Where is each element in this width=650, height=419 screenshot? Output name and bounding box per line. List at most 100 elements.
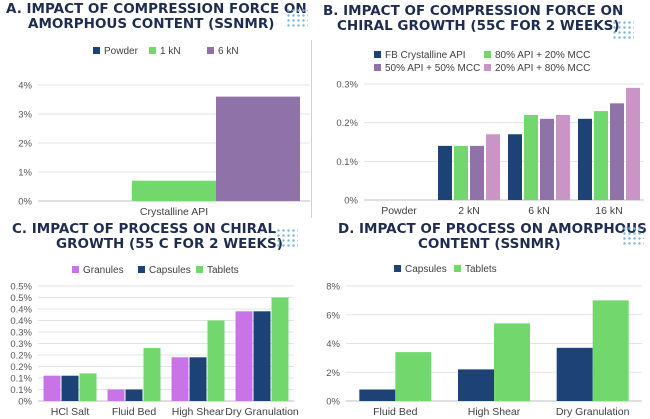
y-tick-label: 0.1% xyxy=(336,157,358,168)
bar xyxy=(556,114,570,200)
chart-c: 0%0.1%0.1%0.2%0.2%0.3%0.3%0.4%0.4%0.5%0.… xyxy=(10,265,299,418)
category-label: 16 kN xyxy=(595,205,622,217)
y-tick-label: 0.4% xyxy=(10,305,32,316)
category-label: Dry Granulation xyxy=(556,406,630,418)
y-tick-label: 3% xyxy=(18,110,32,121)
legend-swatch xyxy=(72,266,79,273)
legend-swatch xyxy=(196,266,203,273)
bar xyxy=(253,311,271,401)
category-label: Crystalline API xyxy=(140,206,208,218)
bar xyxy=(578,118,592,200)
panel-a-title-line1: A. IMPACT OF COMPRESSION FORCE ON xyxy=(6,1,307,17)
y-tick-label: 0.3% xyxy=(10,339,32,350)
category-label: High Shear xyxy=(468,406,521,418)
y-tick-label: 2% xyxy=(326,368,340,379)
bar xyxy=(540,118,554,200)
y-tick-label: 2% xyxy=(18,139,32,150)
bar xyxy=(508,134,522,200)
category-label: High Shear xyxy=(172,406,225,418)
bar xyxy=(494,323,530,401)
y-tick-label: 0.5% xyxy=(10,282,32,293)
bar xyxy=(43,375,61,401)
legend-swatch xyxy=(374,64,381,71)
y-tick-label: 0.3% xyxy=(336,80,358,91)
bar xyxy=(132,180,216,201)
legend-swatch xyxy=(484,51,491,58)
panel-b-title-line2: CHIRAL GROWTH (55C FOR 2 WEEKS) xyxy=(337,18,620,35)
y-tick-label: 0.3% xyxy=(10,328,32,339)
panel-a-title-line2: AMORPHOUS CONTENT (SSNMR) xyxy=(28,16,275,33)
panel-b-title-line1: B. IMPACT OF COMPRESSION FORCE ON xyxy=(323,3,624,19)
decorative-dots-icon xyxy=(622,226,644,246)
legend-swatch xyxy=(484,64,491,71)
panel-c-title-line1: C. IMPACT OF PROCESS ON CHIRAL xyxy=(12,221,277,237)
category-label: 6 kN xyxy=(528,205,550,217)
legend-label: Granules xyxy=(83,265,124,276)
panel-d-title: D. IMPACT OF PROCESS ON AMORPHOUS CONTEN… xyxy=(338,221,647,253)
decorative-dots-icon xyxy=(276,228,298,248)
y-tick-label: 0.2% xyxy=(10,351,32,362)
bar xyxy=(359,389,396,401)
legend-label: Powder xyxy=(104,46,139,57)
y-tick-label: 0.1% xyxy=(10,374,32,385)
legend-swatch xyxy=(207,47,214,54)
y-tick-label: 1% xyxy=(18,168,32,179)
category-label: Dry Granulation xyxy=(225,406,299,418)
panel-d-title-line2: CONTENT (SSNMR) xyxy=(418,236,561,253)
legend-label: Capsules xyxy=(405,264,447,275)
legend-label: 50% API + 50% MCC xyxy=(385,63,480,74)
legend-swatch xyxy=(138,266,145,273)
category-label: HCl Salt xyxy=(51,406,90,418)
bar xyxy=(626,87,640,200)
y-tick-label: 0.4% xyxy=(10,316,32,327)
bar xyxy=(171,357,189,401)
bar xyxy=(79,373,97,401)
panel-c-title: C. IMPACT OF PROCESS ON CHIRAL GROWTH (5… xyxy=(12,221,283,252)
bar xyxy=(395,352,432,401)
y-tick-label: 4% xyxy=(18,81,32,92)
y-tick-label: 0% xyxy=(326,397,340,408)
legend-label: FB Crystalline API xyxy=(385,50,466,61)
y-tick-label: 4% xyxy=(326,339,340,350)
bar xyxy=(438,145,452,200)
bar xyxy=(556,347,593,401)
legend-label: 20% API + 80% MCC xyxy=(495,63,590,74)
legend-swatch xyxy=(93,47,100,54)
legend-swatch xyxy=(394,265,401,272)
panel-b-title: B. IMPACT OF COMPRESSION FORCE ON CHIRAL… xyxy=(323,3,624,35)
bar xyxy=(107,389,125,401)
legend-swatch xyxy=(149,47,156,54)
legend-swatch xyxy=(374,51,381,58)
bar xyxy=(458,369,494,401)
decorative-dots-icon xyxy=(286,8,308,28)
bar xyxy=(592,300,629,401)
category-label: 2 kN xyxy=(458,205,480,217)
y-tick-label: 0.1% xyxy=(10,385,32,396)
legend-swatch xyxy=(454,265,461,272)
legend-label: Capsules xyxy=(149,265,191,276)
y-tick-label: 0.2% xyxy=(336,118,358,129)
bar xyxy=(125,389,143,401)
bar xyxy=(524,114,538,200)
y-tick-label: 6% xyxy=(326,310,340,321)
bar xyxy=(61,375,79,401)
legend-label: 6 kN xyxy=(218,46,239,57)
category-label: Fluid Bed xyxy=(373,406,418,418)
legend-label: Tablets xyxy=(465,264,497,275)
bar xyxy=(189,357,207,401)
y-tick-label: 0.5% xyxy=(10,293,32,304)
bar xyxy=(143,348,161,401)
bar xyxy=(486,134,500,200)
bar xyxy=(610,103,624,200)
panel-a-title: A. IMPACT OF COMPRESSION FORCE ON AMORPH… xyxy=(6,1,307,33)
y-tick-label: 0% xyxy=(18,197,32,208)
bar xyxy=(235,311,253,401)
chart-d: 0% 2% 4% 6% 8% Fluid Bed High Shear Dry Granula… xyxy=(326,264,642,418)
bar xyxy=(470,145,484,200)
legend-label: Tablets xyxy=(207,265,239,276)
chart-b: 0% 0.1% 0.2% 0.3% Powder 2 kN 6 kN 16 kN FB Crys… xyxy=(336,50,644,217)
vertical-divider xyxy=(311,40,312,218)
bar xyxy=(216,96,300,201)
y-tick-label: 0.2% xyxy=(10,362,32,373)
y-tick-label: 8% xyxy=(326,282,340,293)
